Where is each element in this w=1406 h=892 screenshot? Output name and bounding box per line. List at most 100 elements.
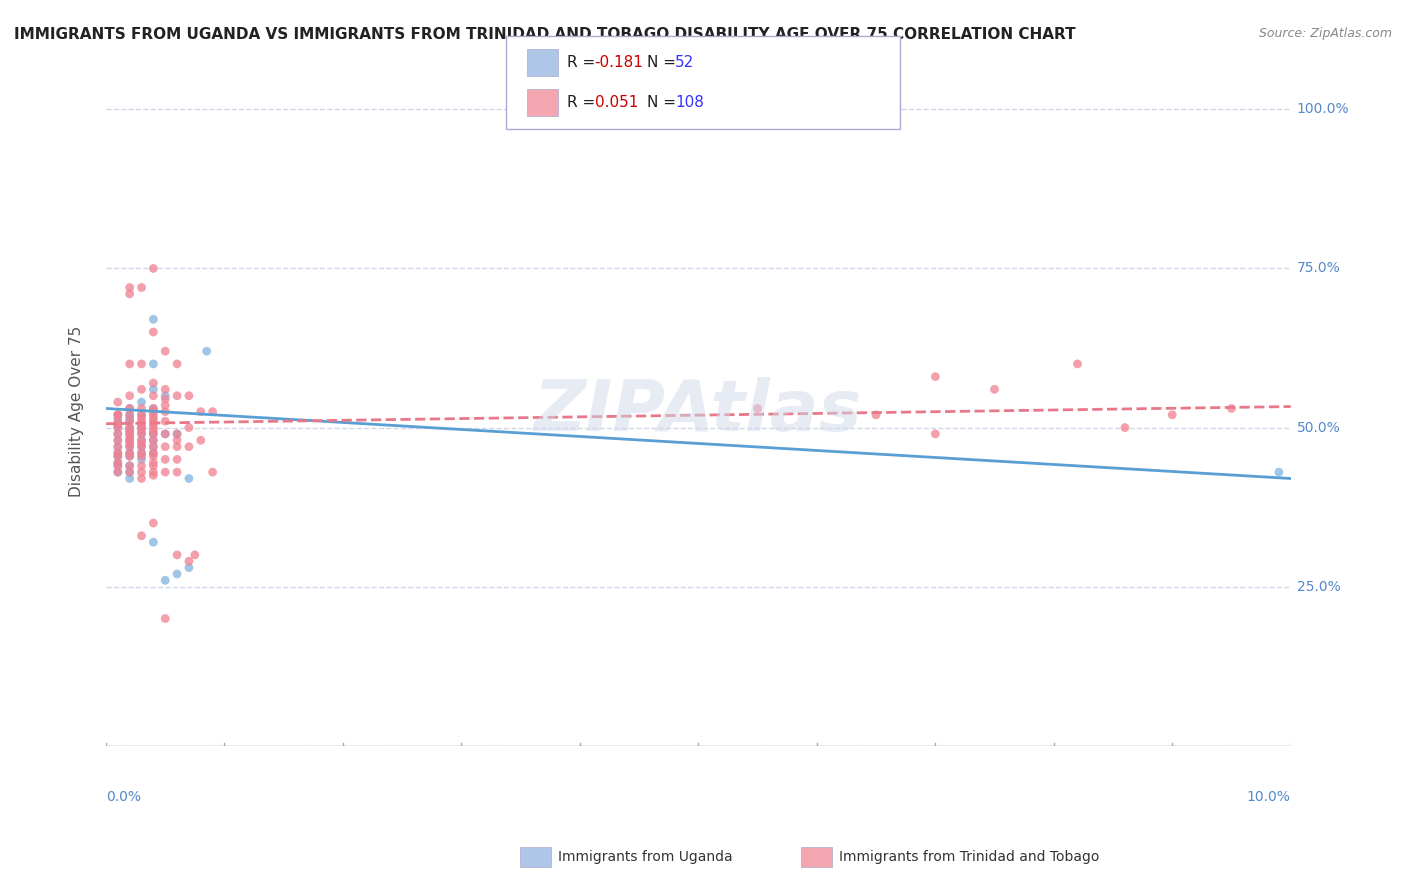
Point [142,312,165,326]
Point [118,389,141,403]
Point [107,465,129,479]
Point [142,417,165,432]
Point [142,420,165,434]
Point [155,426,177,441]
Point [142,449,165,463]
Point [118,414,141,428]
Point [107,417,129,432]
Point [118,401,141,416]
Text: R =: R = [567,95,600,110]
Point [118,434,141,448]
Text: Immigrants from Uganda: Immigrants from Uganda [558,850,733,864]
Point [142,516,165,530]
Point [177,560,200,574]
Point [166,426,188,441]
Point [107,411,129,425]
Point [155,344,177,359]
Point [142,424,165,438]
Point [177,554,200,568]
Point [131,401,153,416]
Point [131,414,153,428]
Point [107,434,129,448]
Point [142,446,165,460]
Point [155,404,177,418]
Point [107,395,129,409]
Point [1220,401,1243,416]
Point [107,449,129,463]
Point [107,446,129,460]
Text: Source: ZipAtlas.com: Source: ZipAtlas.com [1258,27,1392,40]
Point [747,401,769,416]
Point [142,401,165,416]
Text: Disability Age Over 75: Disability Age Over 75 [69,326,84,497]
Point [107,458,129,473]
Text: 10.0%: 10.0% [1247,790,1291,805]
Point [118,286,141,301]
Point [131,436,153,450]
Text: -0.181: -0.181 [595,55,644,70]
Point [131,449,153,463]
Point [201,465,224,479]
Text: N =: N = [647,95,681,110]
Point [118,420,141,434]
Point [155,398,177,412]
Point [107,434,129,448]
Point [142,411,165,425]
Point [131,458,153,473]
Point [155,426,177,441]
Point [177,420,200,434]
Point [118,424,141,438]
Point [118,357,141,371]
Point [142,404,165,418]
Point [142,357,165,371]
Point [142,389,165,403]
Point [142,414,165,428]
Point [155,414,177,428]
Point [107,449,129,463]
Text: 0.051: 0.051 [595,95,638,110]
Text: ZIPAtlas: ZIPAtlas [534,377,863,446]
Point [118,449,141,463]
Text: R =: R = [567,55,600,70]
Point [118,414,141,428]
Point [131,440,153,454]
Point [131,420,153,434]
Text: IMMIGRANTS FROM UGANDA VS IMMIGRANTS FROM TRINIDAD AND TOBAGO DISABILITY AGE OVE: IMMIGRANTS FROM UGANDA VS IMMIGRANTS FRO… [14,27,1076,42]
Point [118,426,141,441]
Point [107,426,129,441]
Point [142,456,165,470]
Point [118,465,141,479]
Point [142,440,165,454]
Point [118,408,141,422]
Point [118,446,141,460]
Point [118,436,141,450]
Point [142,408,165,422]
Point [924,426,946,441]
Point [107,417,129,432]
Point [118,424,141,438]
Point [118,458,141,473]
Point [195,344,218,359]
Point [155,611,177,625]
Point [155,383,177,397]
Point [131,417,153,432]
Point [131,408,153,422]
Point [107,414,129,428]
Point [131,424,153,438]
Point [1066,357,1088,371]
Text: N =: N = [647,55,681,70]
Point [142,458,165,473]
Point [166,389,188,403]
Point [142,465,165,479]
Point [107,465,129,479]
Point [166,434,188,448]
Point [118,458,141,473]
Point [142,434,165,448]
Point [118,471,141,485]
Point [107,408,129,422]
Point [1161,408,1184,422]
Point [1268,465,1291,479]
Point [177,471,200,485]
Point [155,465,177,479]
Point [142,383,165,397]
